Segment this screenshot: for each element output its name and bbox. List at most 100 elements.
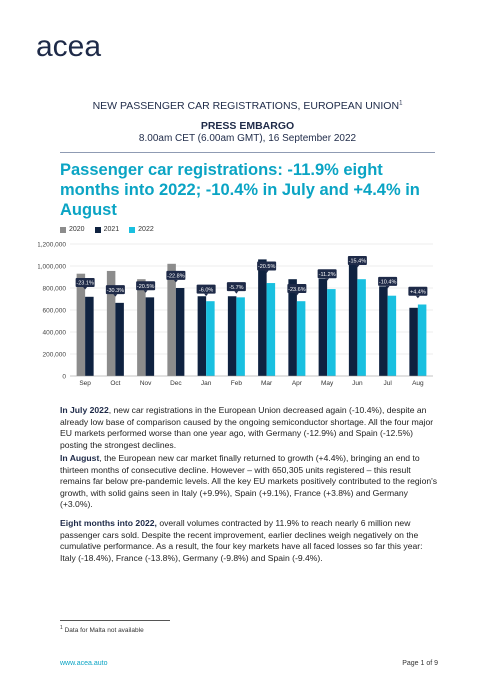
- registrations-bar-chart: 0 200,000 400,000 600,000 800,000 1,000,000 1,…: [38, 242, 433, 387]
- bar-2020-dec: [167, 263, 176, 376]
- footnote-divider: [60, 620, 170, 621]
- bar-2022-mar: [266, 283, 276, 376]
- acea-logo: acea: [36, 30, 101, 63]
- bar-2022-jun: [357, 279, 366, 376]
- y-tick-label: 800,000: [43, 286, 67, 293]
- paragraph-eight-months-text: overall volumes contracted by 11.9% to r…: [60, 518, 423, 563]
- change-label-pointer: [83, 287, 88, 290]
- bar-2021-jan: [197, 296, 207, 376]
- paragraph-august-lead: In August: [60, 453, 100, 463]
- bar-2021-mar: [258, 259, 267, 376]
- change-label-pointer: [204, 293, 209, 297]
- change-label-pointer: [173, 279, 178, 283]
- x-tick-label: Jul: [383, 380, 392, 387]
- bar-2020-sep: [76, 273, 86, 376]
- x-tick-label: Nov: [140, 380, 152, 387]
- change-label: -22.8%: [167, 274, 185, 280]
- paragraph-july: In July 2022, new car registrations in t…: [60, 405, 438, 451]
- change-label-box: [347, 256, 367, 265]
- paragraph-eight-months-lead: Eight months into 2022,: [60, 518, 157, 528]
- change-label-pointer: [113, 294, 118, 297]
- x-tick-label: Aug: [412, 380, 424, 387]
- change-label: -20.5%: [137, 284, 155, 290]
- change-label-pointer: [264, 270, 269, 273]
- x-tick-label: Feb: [231, 380, 243, 387]
- change-label: -6.0%: [199, 287, 213, 293]
- bar-2020-nov: [137, 279, 146, 376]
- page-number: Page 1 of 9: [402, 660, 438, 667]
- change-label: -10.4%: [379, 280, 397, 286]
- y-tick-label: 400,000: [43, 330, 67, 337]
- paragraph-july-text: , new car registrations in the European …: [60, 405, 434, 450]
- y-tick-label: 1,200,000: [38, 242, 66, 249]
- x-tick-label: Jan: [201, 380, 212, 387]
- headline: Passenger car registrations: -11.9% eigh…: [60, 161, 420, 219]
- y-tick-label: 600,000: [43, 308, 67, 315]
- y-tick-label: 0: [62, 374, 66, 381]
- bar-2021-sep: [85, 296, 94, 376]
- bar-2022-apr: [296, 301, 306, 376]
- legend-item-2022: 2022: [129, 226, 154, 233]
- change-label-box: [196, 284, 216, 294]
- legend-label-2021: 2021: [103, 226, 120, 233]
- change-label-pointer: [143, 290, 148, 293]
- change-label: -30.3%: [107, 288, 125, 294]
- change-label-pointer: [415, 295, 420, 299]
- bar-2022-jul: [387, 295, 397, 376]
- change-label-pointer: [294, 293, 299, 296]
- y-tick-label: 200,000: [43, 352, 67, 359]
- change-label-pointer: [385, 285, 390, 289]
- paragraph-july-lead: In July 2022: [60, 405, 109, 415]
- embargo-time: 8.00am CET (6.00am GMT), 16 September 20…: [138, 133, 357, 144]
- legend-label-2020: 2020: [69, 226, 85, 233]
- release-title-text: NEW PASSENGER CAR REGISTRATIONS, EUROPEA…: [92, 100, 400, 112]
- change-label-box: [408, 286, 428, 296]
- change-label: -23.1%: [76, 281, 94, 287]
- header-divider: [60, 152, 435, 153]
- release-title: NEW PASSENGER CAR REGISTRATIONS, EUROPEA…: [0, 100, 495, 112]
- x-tick-label: Dec: [170, 380, 182, 387]
- release-title-footnote-ref: 1: [399, 100, 403, 107]
- change-label: -23.6%: [288, 287, 306, 293]
- paragraph-eight-months: Eight months into 2022, overall volumes …: [60, 518, 438, 564]
- change-label-box: [75, 278, 95, 287]
- change-label-box: [105, 285, 125, 295]
- change-label: -15.4%: [349, 259, 367, 265]
- logo-text: acea: [36, 30, 101, 63]
- bar-2021-oct: [115, 302, 124, 376]
- change-label-pointer: [355, 265, 360, 268]
- embargo-label: PRESS EMBARGO: [200, 120, 295, 132]
- bar-2022-jan: [206, 301, 215, 376]
- paragraph-august: In August, the European new car market f…: [60, 453, 438, 511]
- bar-2021-nov: [145, 297, 155, 376]
- x-tick-label: Sep: [79, 380, 91, 387]
- x-tick-label: Oct: [110, 380, 120, 387]
- bar-2021-feb: [227, 296, 237, 376]
- bar-2021-dec: [175, 288, 185, 376]
- change-label-box: [378, 276, 398, 286]
- change-label: -11.2%: [319, 272, 336, 278]
- bar-2022-feb: [236, 297, 245, 376]
- change-label: -5.7%: [229, 285, 243, 291]
- bar-2021-jun: [348, 261, 358, 376]
- footnote-text: Data for Malta not available: [64, 627, 144, 635]
- bar-2020-oct: [106, 270, 116, 376]
- bar-2022-aug: [417, 304, 427, 376]
- legend-item-2021: 2021: [94, 226, 120, 233]
- y-tick-label: 1,000,000: [38, 264, 66, 271]
- change-label-box: [136, 281, 156, 291]
- legend-label-2022: 2022: [138, 226, 154, 233]
- x-tick-label: Apr: [292, 380, 303, 387]
- change-label-box: [317, 269, 337, 279]
- bar-2021-apr: [288, 279, 297, 376]
- bar-2021-may: [318, 278, 328, 376]
- change-label-pointer: [234, 291, 239, 294]
- legend-item-2020: 2020: [60, 226, 85, 233]
- footnote: 1 Data for Malta not available: [60, 625, 144, 634]
- footer-website-link[interactable]: www.acea.auto: [60, 660, 108, 667]
- bar-2021-aug: [409, 307, 418, 376]
- x-tick-label: May: [321, 380, 334, 387]
- x-tick-label: Mar: [261, 380, 273, 387]
- change-label: -20.5%: [258, 264, 276, 270]
- bar-2021-jul: [379, 286, 388, 376]
